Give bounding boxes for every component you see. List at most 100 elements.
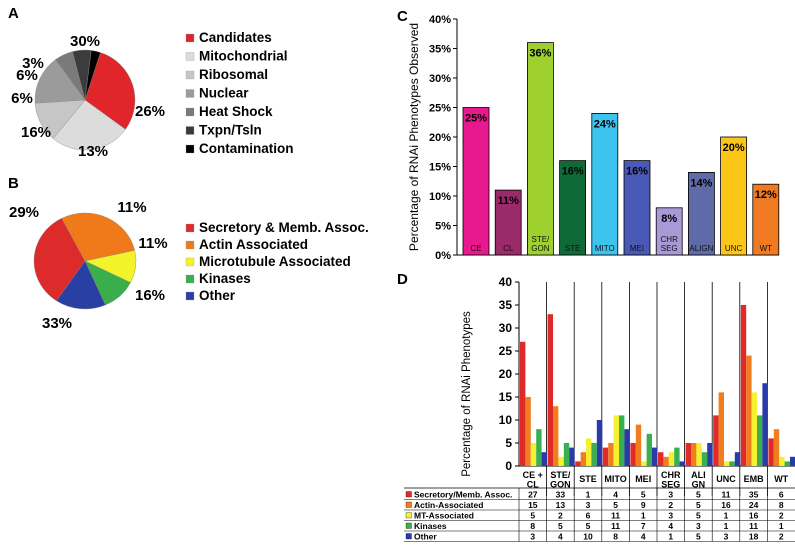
bar: [527, 42, 554, 256]
x-tick-label: CHR SEG: [661, 470, 681, 490]
pie-label: 33%: [42, 315, 72, 332]
bar: [762, 383, 768, 466]
legend-label: Microtubule Associated: [199, 254, 351, 269]
table-cell: 2: [779, 532, 784, 542]
table-cell: 2: [668, 500, 673, 510]
pie-slice: [34, 59, 86, 104]
bar: [691, 443, 697, 466]
bar: [602, 447, 609, 466]
bar-value-label: 24%: [594, 118, 616, 130]
y-tick-label: 40%: [429, 14, 451, 26]
bar: [696, 443, 702, 466]
table-cell: 24: [749, 500, 759, 510]
bar: [547, 314, 553, 466]
table-cell: 9: [641, 500, 646, 510]
bar: [613, 415, 619, 466]
bar: [630, 443, 636, 466]
x-tick-label: WT: [774, 474, 788, 484]
bar: [652, 447, 658, 466]
bar: [751, 392, 757, 466]
legend-swatch: [185, 52, 195, 61]
table-cell: 10: [583, 532, 593, 542]
bar: [688, 171, 715, 256]
y-tick-label: 0: [505, 459, 512, 473]
bar: [734, 452, 741, 466]
table-cell: 11: [611, 521, 620, 531]
bar: [525, 397, 531, 466]
bar: [707, 443, 713, 466]
bar: [655, 207, 683, 256]
bar: [591, 113, 619, 256]
legend-swatch: [185, 274, 195, 284]
pie-label: 11%: [117, 199, 146, 216]
pie-label: 29%: [9, 204, 39, 221]
pie-label: 26%: [135, 103, 165, 120]
table-cell: 27: [528, 490, 538, 500]
x-tick-label: STE: [579, 474, 597, 484]
bar: [724, 461, 730, 466]
legend-swatch: [185, 223, 195, 233]
pie-label: 6%: [16, 67, 38, 84]
table-cell: 2: [779, 511, 784, 521]
legend-swatch: [185, 107, 195, 117]
bar-value-label: 16%: [626, 166, 648, 178]
x-tick-label: UNC: [716, 474, 736, 484]
bar-value-label: 11%: [497, 195, 519, 207]
legend-label: Other: [414, 532, 437, 542]
table-cell: 2: [558, 511, 563, 521]
bar: [559, 160, 586, 256]
table-cell: 1: [779, 521, 784, 531]
bar: [658, 452, 664, 466]
legend-label: Mitochondrial: [199, 49, 288, 64]
pie-label: 11%: [138, 235, 167, 252]
pie-label: 16%: [135, 287, 165, 304]
bar-value-label: 20%: [723, 142, 745, 154]
bar: [720, 136, 747, 256]
bar: [462, 107, 490, 256]
table-cell: 3: [668, 490, 673, 500]
table-cell: 5: [696, 532, 701, 542]
panel-letter-b: B: [8, 175, 19, 192]
legend-label: Actin Associated: [199, 237, 308, 252]
y-tick-label: 25: [499, 344, 513, 358]
bar: [641, 461, 647, 466]
bar: [553, 406, 559, 466]
bar: [790, 456, 795, 466]
pie-label: 6%: [11, 90, 33, 107]
table-cell: 3: [586, 500, 591, 510]
legend-swatch: [405, 533, 412, 540]
bar-value-label: 16%: [562, 166, 584, 178]
table-cell: 4: [668, 521, 673, 531]
table-cell: 1: [724, 521, 729, 531]
x-tick-label: STE/GON: [531, 235, 550, 253]
legend-swatch: [405, 512, 412, 519]
table-cell: 8: [779, 500, 784, 510]
bar: [541, 452, 547, 466]
y-tick-label: 30: [499, 321, 513, 335]
legend-swatch: [405, 501, 412, 508]
table-cell: 5: [586, 521, 591, 531]
bar-value-label: 36%: [529, 48, 551, 60]
bar: [586, 438, 592, 466]
table-cell: 8: [530, 521, 535, 531]
legend-label: Kinases: [199, 271, 251, 286]
table-cell: 3: [696, 521, 701, 531]
x-tick-label: ALIGN: [689, 244, 713, 253]
legend-swatch: [185, 126, 195, 135]
bar: [740, 305, 747, 466]
bar: [784, 461, 790, 466]
bar-value-label: 25%: [465, 113, 487, 125]
y-tick-label: 35%: [429, 44, 451, 56]
legend-label: Heat Shock: [199, 104, 273, 119]
bar: [668, 452, 675, 466]
bar: [624, 429, 630, 466]
pie-slice: [56, 260, 106, 310]
y-tick-label: 25%: [429, 103, 451, 115]
table-cell: 8: [613, 532, 618, 542]
table-cell: 6: [586, 511, 591, 521]
panel-a: A30%26%13%16%6%6%3%CandidatesMitochondri…: [8, 5, 294, 160]
bar: [757, 415, 763, 466]
legend-label: Secretory & Memb. Assoc.: [199, 220, 369, 235]
